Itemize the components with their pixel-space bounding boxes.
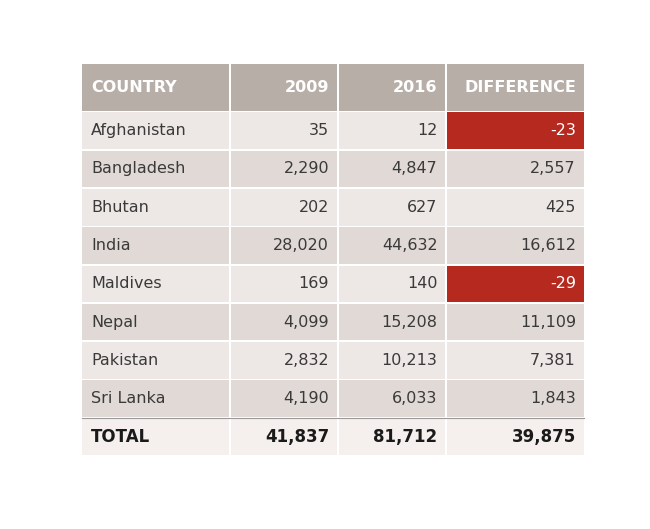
Bar (83, 112, 229, 149)
Text: 12: 12 (417, 123, 437, 138)
Bar (231, 151, 337, 187)
Bar (231, 65, 337, 111)
Bar (83, 342, 229, 379)
Bar (339, 189, 445, 225)
Bar (447, 65, 584, 111)
Bar (231, 418, 337, 455)
Text: Nepal: Nepal (91, 315, 138, 330)
Text: 627: 627 (407, 200, 437, 215)
Bar (83, 189, 229, 225)
Text: -23: -23 (550, 123, 576, 138)
Text: 169: 169 (298, 276, 329, 291)
Text: 81,712: 81,712 (373, 428, 437, 446)
Bar (83, 151, 229, 187)
Text: Maldives: Maldives (91, 276, 162, 291)
Text: Bhutan: Bhutan (91, 200, 150, 215)
Bar (447, 189, 584, 225)
Bar (339, 266, 445, 302)
Text: Pakistan: Pakistan (91, 353, 159, 368)
Bar (83, 227, 229, 264)
Bar (83, 266, 229, 302)
Text: 4,847: 4,847 (392, 161, 437, 177)
Bar (447, 304, 584, 341)
Bar (231, 304, 337, 341)
Text: -29: -29 (550, 276, 576, 291)
Bar (339, 151, 445, 187)
Bar (83, 380, 229, 417)
Bar (231, 342, 337, 379)
Bar (231, 227, 337, 264)
Text: 11,109: 11,109 (520, 315, 576, 330)
Text: Bangladesh: Bangladesh (91, 161, 186, 177)
Text: 4,099: 4,099 (283, 315, 329, 330)
Text: COUNTRY: COUNTRY (91, 80, 177, 95)
Bar (339, 342, 445, 379)
Text: India: India (91, 238, 131, 253)
Bar (231, 380, 337, 417)
Text: 140: 140 (407, 276, 437, 291)
Text: 44,632: 44,632 (382, 238, 437, 253)
Bar (447, 227, 584, 264)
Text: 4,190: 4,190 (283, 391, 329, 406)
Bar (339, 65, 445, 111)
Bar (447, 380, 584, 417)
Text: 2016: 2016 (393, 80, 437, 95)
Text: 35: 35 (309, 123, 329, 138)
Text: 41,837: 41,837 (265, 428, 329, 446)
Bar (339, 112, 445, 149)
Text: Sri Lanka: Sri Lanka (91, 391, 166, 406)
Bar (339, 227, 445, 264)
Text: Afghanistan: Afghanistan (91, 123, 187, 138)
Text: 39,875: 39,875 (512, 428, 576, 446)
Bar (339, 380, 445, 417)
Text: 6,033: 6,033 (392, 391, 437, 406)
Bar (447, 418, 584, 455)
Text: 425: 425 (545, 200, 576, 215)
Bar (231, 112, 337, 149)
Text: 202: 202 (299, 200, 329, 215)
Text: 16,612: 16,612 (520, 238, 576, 253)
Text: TOTAL: TOTAL (91, 428, 151, 446)
Text: DIFFERENCE: DIFFERENCE (464, 80, 576, 95)
Bar (231, 266, 337, 302)
Bar (339, 304, 445, 341)
Text: 7,381: 7,381 (530, 353, 576, 368)
Text: 2009: 2009 (285, 80, 329, 95)
Bar (339, 418, 445, 455)
Text: 15,208: 15,208 (382, 315, 437, 330)
Bar (447, 266, 584, 302)
Text: 10,213: 10,213 (382, 353, 437, 368)
Text: 1,843: 1,843 (530, 391, 576, 406)
Bar (83, 418, 229, 455)
Bar (447, 151, 584, 187)
Bar (447, 342, 584, 379)
Text: 2,832: 2,832 (283, 353, 329, 368)
Text: 2,557: 2,557 (530, 161, 576, 177)
Bar (83, 65, 229, 111)
Bar (83, 304, 229, 341)
Bar (447, 112, 584, 149)
Text: 28,020: 28,020 (273, 238, 329, 253)
Bar (231, 189, 337, 225)
Text: 2,290: 2,290 (283, 161, 329, 177)
